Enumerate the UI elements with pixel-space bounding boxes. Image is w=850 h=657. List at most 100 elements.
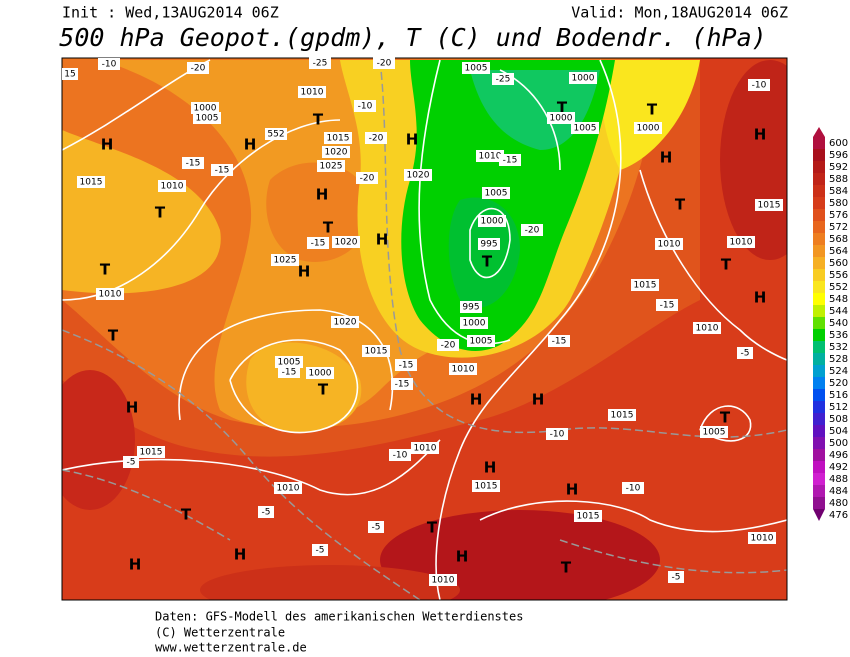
contour-label: -15: [552, 337, 567, 347]
footer-line: www.wetterzentrale.de: [155, 641, 307, 655]
label-box: [187, 62, 209, 74]
contour-label: 1010: [479, 152, 502, 162]
colorbar-swatch: [813, 485, 825, 497]
contour-label: 1010: [696, 324, 719, 334]
colorbar-swatch: [813, 425, 825, 437]
label-box: [271, 254, 299, 266]
contour-label: -15: [660, 301, 675, 311]
colorbar-label: 544: [829, 306, 848, 317]
label-box: [437, 339, 459, 351]
label-box: [324, 132, 352, 144]
colorbar-label: 516: [829, 390, 848, 401]
colorbar-swatch: [813, 173, 825, 185]
contour-label: -5: [262, 508, 271, 518]
contour-label: -5: [741, 349, 750, 359]
colorbar-swatch: [813, 497, 825, 509]
pressure-center: H: [101, 136, 114, 154]
label-box: [460, 317, 488, 329]
label-box: [62, 68, 78, 80]
pressure-center: H: [470, 391, 483, 409]
colorbar-label: 568: [829, 234, 848, 245]
label-box: [123, 456, 139, 468]
label-box: [354, 100, 376, 112]
label-box: [137, 446, 165, 458]
contour-label: -25: [496, 75, 511, 85]
contour-label: 1010: [751, 534, 774, 544]
colorbar-label: 600: [829, 138, 848, 149]
contour-label: 1020: [335, 238, 358, 248]
label-box: [395, 359, 417, 371]
label-box: [322, 146, 350, 158]
label-box: [548, 335, 570, 347]
label-box: [608, 409, 636, 421]
contour-label: 1010: [432, 576, 455, 586]
contour-label: -20: [369, 134, 384, 144]
contour-label: 1010: [730, 238, 753, 248]
colorbar-label: 512: [829, 402, 848, 413]
contour-label: 1010: [452, 365, 475, 375]
colorbar-swatch: [813, 341, 825, 353]
contour-label: 1000: [194, 104, 217, 114]
colorbar-label: 488: [829, 474, 848, 485]
label-box: [258, 506, 274, 518]
contour-label: 1010: [99, 290, 122, 300]
contour-label: 1015: [80, 178, 103, 188]
contour-label: 1010: [161, 182, 184, 192]
colorbar-label: 524: [829, 366, 848, 377]
label-box: [476, 150, 504, 162]
colorbar-label: 588: [829, 174, 848, 185]
colorbar-swatch: [813, 413, 825, 425]
colorbar-swatch: [813, 437, 825, 449]
colorbar-label: 520: [829, 378, 848, 389]
label-box: [312, 544, 328, 556]
contour-label: 1015: [327, 134, 350, 144]
label-box: [193, 112, 221, 124]
contour-label: 1005: [574, 124, 597, 134]
contour-label: -10: [102, 60, 117, 70]
colorbar-label: 496: [829, 450, 848, 461]
pressure-center: T: [721, 256, 732, 274]
contour-label: 1005: [465, 64, 488, 74]
contour-label: -10: [393, 451, 408, 461]
colorbar-label: 596: [829, 150, 848, 161]
contour-label: 995: [480, 240, 497, 250]
contour-label: -15: [399, 361, 414, 371]
label-box: [368, 521, 384, 533]
pressure-center: H: [660, 149, 673, 167]
colorbar-swatch: [813, 473, 825, 485]
colorbar-label: 560: [829, 258, 848, 269]
contour-label: 1005: [278, 358, 301, 368]
colorbar-swatch: [813, 245, 825, 257]
contour-label: 1005: [703, 428, 726, 438]
init-time: Init : Wed,13AUG2014 06Z: [62, 4, 279, 22]
contour-label: -25: [313, 59, 328, 69]
colorbar-swatch: [813, 281, 825, 293]
contour-label: 1020: [325, 148, 348, 158]
label-box: [211, 164, 233, 176]
colorbar-label: 504: [829, 426, 848, 437]
colorbar-label: 580: [829, 198, 848, 209]
colorbar-swatch: [813, 401, 825, 413]
colorbar-swatch: [813, 269, 825, 281]
valid-time: Valid: Mon,18AUG2014 06Z: [571, 4, 788, 22]
label-box: [278, 366, 300, 378]
contour-label: -5: [372, 523, 381, 533]
contour-label: 1005: [196, 114, 219, 124]
colorbar-swatch: [813, 149, 825, 161]
contour-label: 1010: [301, 88, 324, 98]
contour-label: 1015: [577, 512, 600, 522]
label-box: [331, 316, 359, 328]
label-box: [298, 86, 326, 98]
pressure-center: T: [561, 559, 572, 577]
pressure-center: T: [720, 409, 731, 427]
label-box: [571, 122, 599, 134]
pressure-center: T: [155, 204, 166, 222]
label-box: [482, 187, 510, 199]
contour-label: -20: [441, 341, 456, 351]
contour-label: 1015: [758, 201, 781, 211]
pressure-center: H: [532, 391, 545, 409]
contour-label: -20: [191, 64, 206, 74]
colorbar-label: 484: [829, 486, 848, 497]
contour-label: -20: [360, 174, 375, 184]
